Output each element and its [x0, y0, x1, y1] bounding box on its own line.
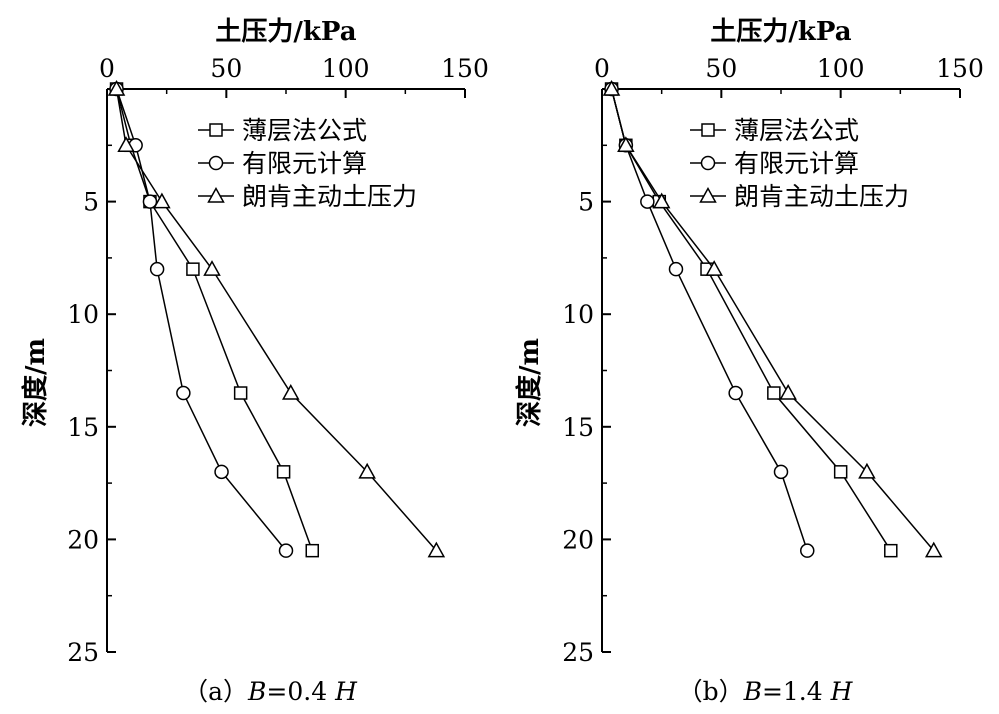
chart-panel: 0 50 100 150 5 10 15 20 25 土压力/kPa 深度/m 薄层法公式有限元计算朗…: [514, 17, 984, 706]
data-point: [186, 262, 200, 276]
caption-var2: H: [830, 677, 854, 706]
y-tick-label: 25: [562, 638, 594, 667]
x-tick-label: 150: [936, 54, 984, 83]
legend-label: 薄层法公式: [242, 116, 367, 145]
data-point: [800, 543, 815, 558]
legend-marker: [207, 186, 225, 203]
legend-item: 朗肯主动土压力: [198, 182, 417, 211]
data-point: [773, 464, 789, 480]
data-point: [278, 543, 294, 558]
x-tick-label: 150: [441, 54, 489, 83]
data-point: [652, 192, 671, 209]
caption-value: =0.4: [266, 677, 335, 706]
legend-marker: [699, 186, 717, 203]
data-point: [668, 261, 684, 277]
chart-panel: 0 50 100 150 5 10 15 20 25 土压力/kPa 深度/m 薄层法公式有限元计算朗…: [20, 17, 489, 706]
y-tick-label: 10: [562, 300, 594, 329]
x-tick-label: 50: [210, 54, 242, 83]
x-tick-label: 100: [322, 54, 370, 83]
y-tick-label: 20: [67, 525, 99, 554]
caption-value: =1.4: [762, 677, 831, 706]
y-tick-label: 25: [67, 638, 99, 667]
data-point: [705, 260, 723, 276]
legend-label: 朗肯主动土压力: [242, 182, 417, 211]
data-point: [358, 462, 376, 479]
data-point: [117, 136, 135, 153]
y-tick-label: 20: [562, 525, 594, 554]
data-point: [767, 386, 781, 400]
y-tick-label: 15: [67, 413, 99, 442]
legend-marker: [701, 123, 715, 137]
data-point: [427, 541, 446, 558]
legend-label: 朗肯主动土压力: [734, 182, 909, 211]
legend-marker: [208, 155, 224, 171]
x-tick-label: 100: [817, 54, 865, 83]
data-point: [176, 385, 191, 401]
y-tick-label: 5: [83, 188, 99, 217]
panel-caption: （a）B=0.4 H: [183, 677, 358, 706]
data-point: [858, 462, 876, 479]
data-point: [884, 543, 898, 558]
caption-var: B: [743, 677, 762, 706]
y-tick-label: 5: [578, 188, 594, 217]
y-axis-title: 深度/m: [514, 338, 545, 427]
series-triangle: [602, 79, 943, 558]
panel-caption: （b）B=1.4 H: [678, 677, 854, 706]
data-point: [779, 383, 797, 400]
legend-item: 薄层法公式: [198, 116, 367, 145]
data-point: [233, 386, 248, 400]
data-point: [149, 261, 165, 277]
data-point: [142, 194, 158, 209]
data-point: [203, 260, 221, 276]
caption-var: B: [247, 677, 266, 706]
series-circle: [109, 81, 294, 558]
series-triangle: [107, 79, 446, 558]
data-point: [728, 385, 743, 401]
data-point: [153, 192, 171, 209]
caption-label: （a）: [183, 677, 248, 706]
data-point: [924, 541, 943, 558]
data-point: [833, 465, 848, 479]
legend-marker: [209, 123, 223, 137]
y-tick-label: 15: [562, 413, 594, 442]
legend-label: 有限元计算: [734, 149, 859, 178]
legend-item: 有限元计算: [198, 149, 367, 178]
legend-item: 有限元计算: [690, 149, 859, 178]
legend-marker: [700, 155, 716, 171]
data-point: [281, 383, 300, 400]
x-tick-label: 0: [99, 54, 115, 83]
data-point: [602, 79, 621, 96]
caption-var2: H: [334, 677, 358, 706]
legend-item: 薄层法公式: [690, 116, 859, 145]
data-point: [214, 464, 229, 480]
legend-label: 有限元计算: [242, 149, 367, 178]
x-tick-label: 0: [594, 54, 610, 83]
data-point: [640, 194, 655, 209]
x-tick-label: 50: [705, 54, 737, 83]
x-axis-title: 土压力/kPa: [710, 17, 851, 47]
y-tick-label: 10: [67, 300, 99, 329]
y-axis-title: 深度/m: [20, 338, 51, 427]
data-point: [617, 136, 635, 153]
legend-item: 朗肯主动土压力: [690, 182, 909, 211]
data-point: [107, 79, 126, 96]
data-point: [276, 465, 291, 479]
x-axis-title: 土压力/kPa: [215, 17, 356, 47]
legend-label: 薄层法公式: [734, 116, 859, 145]
data-point: [305, 543, 320, 558]
caption-label: （b）: [678, 677, 744, 706]
